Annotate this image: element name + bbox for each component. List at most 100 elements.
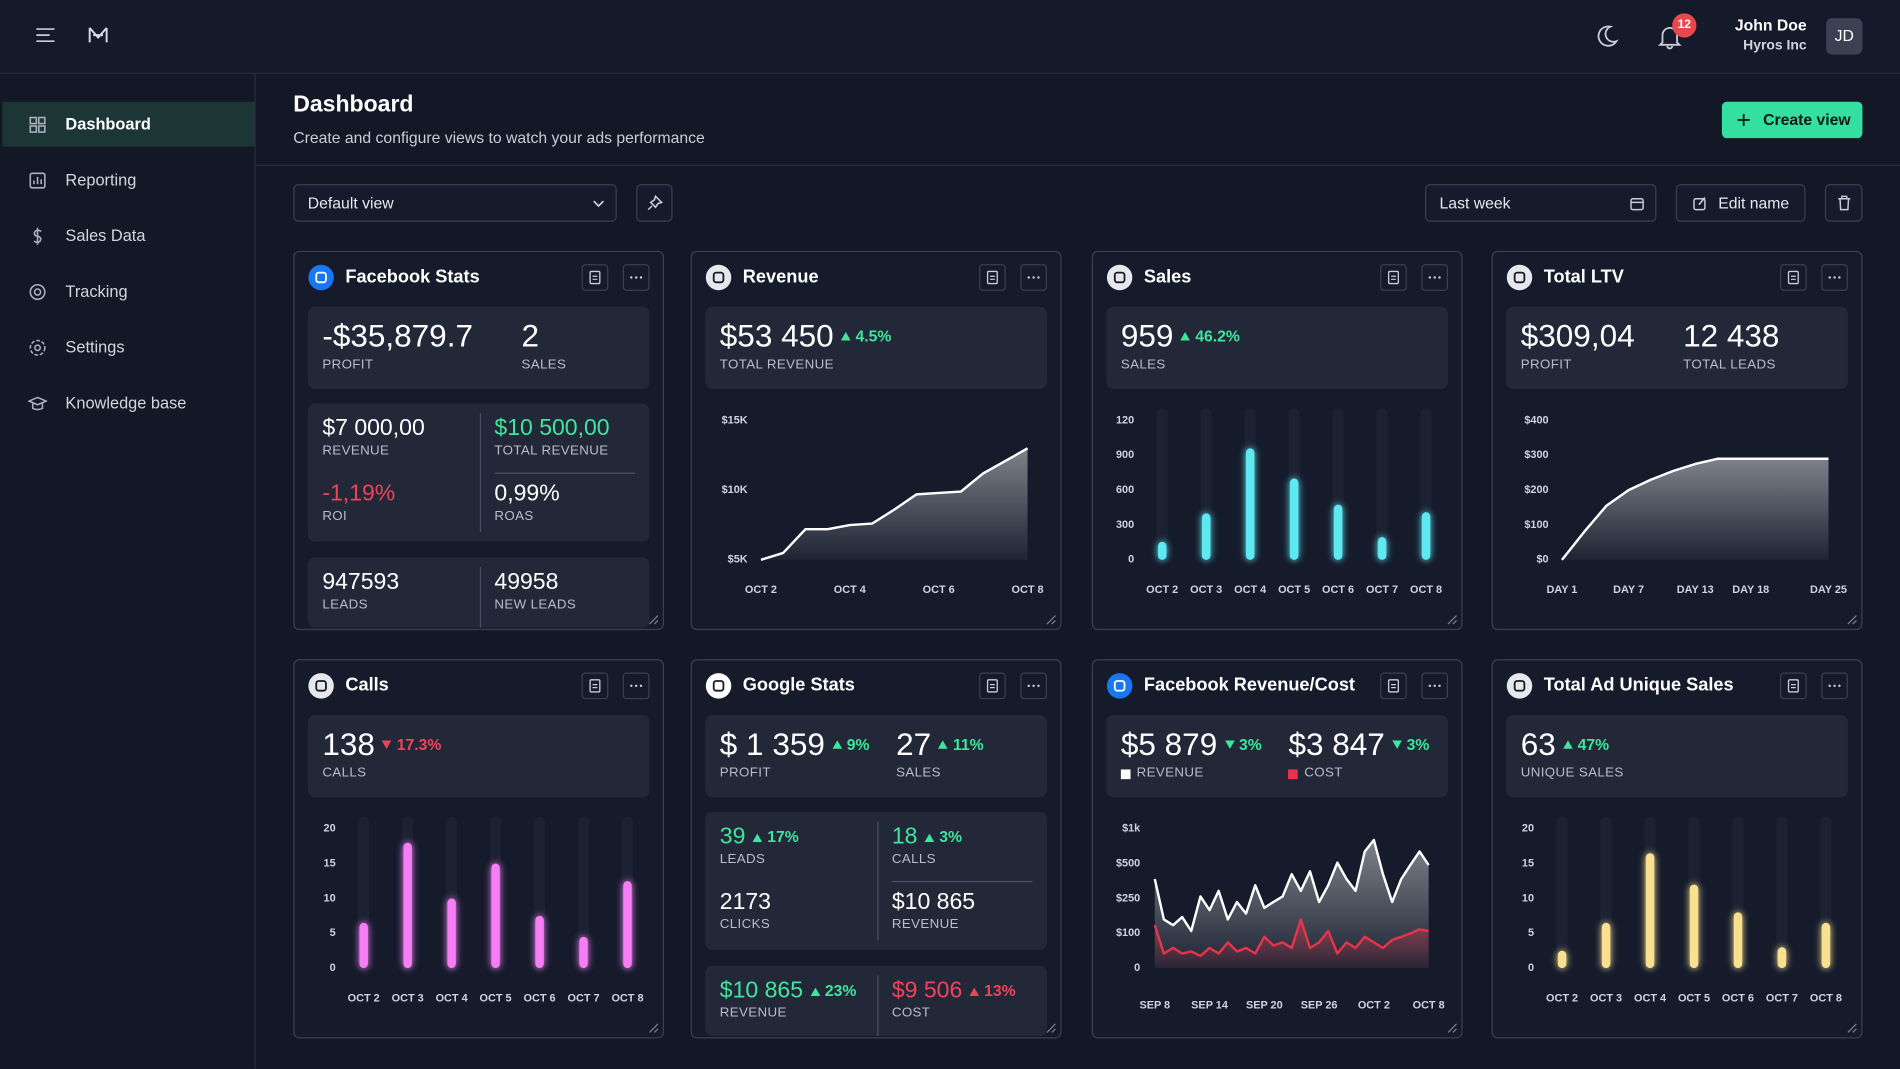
resize-handle[interactable] (647, 613, 659, 625)
grip-lines (1447, 1023, 1457, 1033)
export-button[interactable] (1780, 264, 1807, 291)
more-button[interactable] (1421, 264, 1449, 291)
more-button[interactable] (1020, 672, 1047, 700)
delete-button[interactable] (1824, 184, 1863, 222)
resize-handle[interactable] (1045, 613, 1057, 625)
doc-icon (1787, 270, 1799, 285)
change-value: 4.5% (855, 326, 892, 345)
icon-shape (634, 276, 638, 279)
detail-value-row: 2173 (720, 889, 771, 916)
bar (1689, 884, 1699, 969)
grip-lines (1447, 615, 1457, 625)
stat-label: TOTAL LEADS (1683, 357, 1776, 373)
more-button[interactable] (622, 672, 650, 700)
trend-shape (382, 739, 392, 749)
stat-value: $3 847 (1288, 725, 1385, 763)
icon-glyph (1513, 271, 1526, 284)
trend-arrow (1224, 739, 1235, 749)
resize-handle[interactable] (647, 1021, 659, 1033)
calendar-icon (1630, 197, 1644, 211)
theme-toggle[interactable] (1593, 23, 1620, 50)
nav-label: Settings (65, 338, 125, 357)
trend-arrow (1180, 331, 1191, 340)
card: Sales 959 46.2% SALES 0 300 600 900 120 OCT 2 OCT … (1091, 250, 1463, 631)
export-button[interactable] (1380, 264, 1407, 291)
y-tick-label: $100 (1524, 519, 1548, 531)
icon-shape (1787, 270, 1799, 285)
bar (491, 863, 500, 969)
x-tick-label: OCT 8 (611, 992, 643, 1004)
export-button[interactable] (979, 264, 1006, 291)
x-tick-label: OCT 7 (1366, 584, 1398, 596)
card: Total LTV $309,04 PROFIT 12 438 TOTAL LEADS $… (1491, 250, 1863, 631)
nav-item[interactable]: Sales Data (2, 213, 254, 258)
trend-arrow (969, 986, 980, 996)
stat-value: 12 438 (1683, 317, 1780, 354)
stat-label-row: TOTAL LEADS (1683, 357, 1779, 373)
detail-value-row: -1,19% (322, 481, 395, 508)
x-tick-label: OCT 6 (524, 992, 556, 1004)
more-button[interactable] (1821, 672, 1848, 700)
more-button[interactable] (1020, 264, 1047, 291)
x-tick-label: DAY 1 (1546, 584, 1577, 596)
stat-value-row: $3 847 3% (1288, 725, 1429, 764)
stat-value-row: 63 47% (1521, 725, 1624, 764)
create-view-button[interactable]: Create view (1721, 101, 1863, 139)
resize-handle[interactable] (1446, 613, 1458, 625)
y-tick-label: 15 (1522, 858, 1534, 870)
edit-name-button[interactable]: Edit name (1675, 184, 1806, 222)
resize-handle[interactable] (1845, 613, 1857, 625)
detail: $7 000,00 REVENUE (322, 416, 424, 460)
export-button[interactable] (979, 672, 1006, 700)
trend-shape (969, 986, 980, 996)
more-button[interactable] (622, 264, 650, 291)
trend-shape (938, 739, 949, 749)
card: Total Ad Unique Sales 63 47% UNIQUE SALES 0 5… (1491, 659, 1863, 1039)
menu-button[interactable] (35, 27, 56, 44)
legend-label: REVENUE (1136, 765, 1204, 781)
stat-row: $ 1 359 9% PROFIT 27 11% SALES (705, 715, 1047, 782)
detail-value-row: 18 3% (892, 824, 962, 851)
stat-value-row: $53 450 4.5% (720, 316, 892, 355)
user-name: John Doe (1734, 15, 1807, 34)
card-icon (1106, 264, 1133, 291)
nav-item[interactable]: Settings (2, 325, 254, 370)
stat-value: $53 450 (719, 317, 834, 354)
stat-label-row: CALLS (322, 766, 441, 782)
nav-item[interactable]: Knowledge base (2, 380, 254, 425)
stat: $309,04 PROFIT (1521, 316, 1635, 373)
nav-item[interactable]: Reporting (2, 158, 254, 203)
icon-shape (1027, 684, 1030, 688)
y-tick-label: 600 (1116, 484, 1134, 496)
icon-glyph (315, 680, 327, 692)
grip-lines (1847, 1023, 1857, 1033)
card-icon (308, 264, 334, 291)
resize-handle[interactable] (1045, 1021, 1057, 1033)
detail-box: $10 865 23% REVENUE $9 506 13% COST (705, 965, 1047, 1037)
change: 17% (752, 824, 799, 851)
card: Revenue $53 450 4.5% TOTAL REVENUE $5K $10K $1… (690, 250, 1062, 631)
edit-icon (1693, 197, 1706, 211)
nav-icon (29, 283, 46, 301)
export-button[interactable] (1780, 672, 1807, 700)
resize-handle[interactable] (1845, 1021, 1857, 1033)
icon-shape (630, 276, 633, 279)
card-title: Calls (345, 674, 389, 696)
view-select[interactable]: Default view (293, 184, 617, 222)
resize-handle[interactable] (1446, 1021, 1458, 1033)
nav-item[interactable]: Dashboard (2, 101, 255, 147)
date-select[interactable]: Last week (1425, 184, 1657, 222)
avatar[interactable]: JD (1826, 18, 1863, 55)
export-button[interactable] (581, 672, 609, 700)
x-tick-label: OCT 8 (1012, 584, 1044, 596)
bar (1289, 478, 1299, 560)
nav-item[interactable]: Tracking (2, 269, 254, 314)
detail: $9 506 13% COST (892, 978, 1016, 1022)
icon-shape (1438, 276, 1441, 279)
pin-button[interactable] (636, 184, 673, 222)
more-button[interactable] (1821, 264, 1848, 291)
export-button[interactable] (1380, 672, 1407, 700)
more-button[interactable] (1421, 672, 1449, 700)
stat-row: 959 46.2% SALES (1106, 307, 1448, 374)
export-button[interactable] (581, 264, 609, 291)
